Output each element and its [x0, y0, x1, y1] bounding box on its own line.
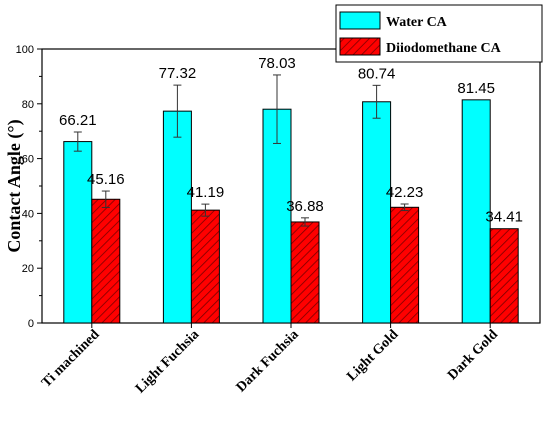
bar-water — [461, 99, 491, 324]
bar-water — [262, 108, 292, 324]
data-label-water: 77.32 — [159, 65, 197, 82]
y-tick-label: 20 — [22, 263, 34, 275]
data-label-water: 81.45 — [457, 80, 495, 97]
data-label-diiodomethane: 45.16 — [87, 171, 125, 188]
data-label-diiodomethane: 41.19 — [187, 184, 225, 201]
data-label-water: 66.21 — [59, 112, 97, 129]
y-axis-title: Contact Angle (°) — [4, 119, 25, 252]
bar-diiodomethane — [390, 206, 420, 324]
data-label-water: 80.74 — [358, 65, 396, 82]
y-tick-label: 80 — [22, 99, 34, 111]
x-category-label: Light Gold — [344, 327, 401, 384]
legend-swatch-water — [339, 11, 381, 30]
data-label-water: 78.03 — [258, 55, 296, 72]
bar-water — [63, 141, 93, 324]
y-tick-label: 0 — [28, 318, 34, 330]
y-tick-label: 40 — [22, 208, 34, 220]
x-category-label: Dark Gold — [445, 327, 501, 383]
legend-label-water: Water CA — [386, 15, 448, 30]
y-tick-label: 60 — [22, 154, 34, 166]
y-tick-label: 100 — [16, 44, 34, 56]
x-category-label: Ti machined — [39, 327, 103, 391]
bar-diiodomethane — [489, 228, 519, 324]
x-category-label: Dark Fuchsia — [234, 327, 302, 395]
data-label-diiodomethane: 36.88 — [286, 198, 324, 215]
x-category-label: Light Fuchsia — [133, 327, 202, 396]
plot-area: 0 20 40 60 80 100 Ti machined 66.21 45.16 Light F… — [16, 44, 541, 396]
data-label-diiodomethane: 34.41 — [485, 209, 523, 226]
legend-label-diiodomethane: Diiodomethane CA — [386, 41, 502, 56]
bar-diiodomethane — [190, 209, 220, 324]
legend: Water CA Diiodomethane CA — [335, 4, 543, 63]
data-label-diiodomethane: 42.23 — [386, 184, 424, 201]
bar-water — [162, 110, 192, 324]
bar-diiodomethane — [91, 198, 121, 324]
legend-swatch-diiodomethane — [339, 37, 381, 56]
bar-diiodomethane — [290, 221, 320, 324]
bar-water — [362, 101, 392, 324]
